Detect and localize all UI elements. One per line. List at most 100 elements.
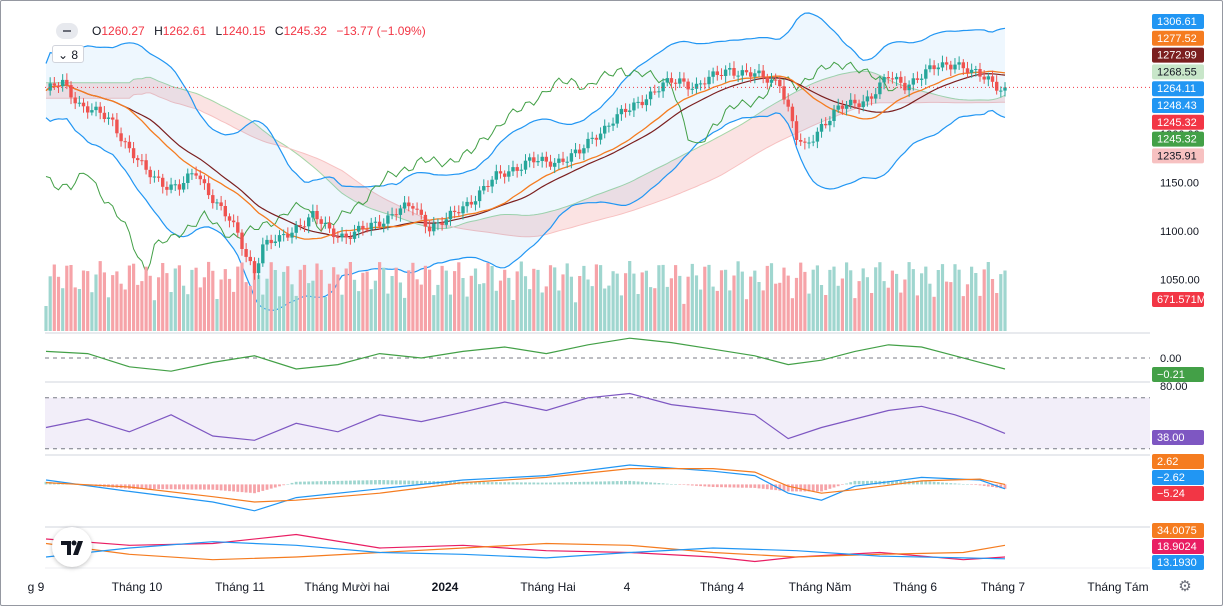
candle-body — [94, 106, 98, 111]
macd-histogram-bar — [936, 482, 940, 485]
macd-histogram-bar — [624, 481, 627, 485]
candle-body — [740, 70, 744, 76]
time-axis[interactable]: g 9 Tháng 10 Tháng 11 Tháng Mười hai 2024 Thá… — [28, 580, 1149, 594]
candle-body — [211, 195, 215, 204]
candle-body — [1003, 87, 1007, 91]
macd-histogram-bar — [732, 484, 736, 488]
candle-body — [790, 106, 795, 122]
volume-bar — [840, 278, 844, 331]
volume-bar — [244, 282, 248, 331]
macd-histogram-bar — [586, 481, 590, 485]
candle-body — [227, 216, 232, 221]
volume-bar — [365, 271, 369, 331]
volume-bar — [895, 273, 899, 331]
candle-body — [273, 241, 277, 243]
macd-histogram-bar — [657, 483, 661, 485]
volume-bar — [157, 277, 161, 331]
time-axis-label: Tháng 6 — [893, 580, 937, 594]
macd-histogram-bar — [1003, 484, 1007, 489]
price-label-tag-bg — [1152, 114, 1204, 130]
volume-bar — [123, 289, 127, 331]
macd-histogram-bar — [203, 484, 206, 490]
volume-bar — [336, 274, 340, 331]
minus-button[interactable] — [56, 23, 78, 39]
macd-histogram-bar — [186, 484, 190, 490]
volume-bar — [828, 269, 832, 331]
candle-body — [623, 108, 628, 112]
volume-bar — [544, 286, 548, 331]
volume-bar — [815, 265, 819, 331]
macd-histogram-bar — [365, 480, 369, 485]
volume-bar — [707, 264, 711, 331]
volume-bar — [669, 278, 673, 331]
macd-histogram-bar — [703, 484, 707, 487]
volume-bar — [573, 302, 578, 331]
candle-body — [236, 222, 240, 233]
volume-bar — [106, 297, 111, 331]
candle-body — [73, 97, 77, 104]
candle-body — [156, 176, 161, 178]
candle-body — [690, 88, 694, 90]
volume-bar — [765, 265, 769, 331]
candle-body — [611, 123, 615, 126]
candle-body — [177, 184, 182, 190]
volume-bar — [811, 269, 815, 331]
macd-histogram-bar — [736, 484, 740, 488]
candle-body — [252, 261, 257, 274]
volume-bar — [161, 263, 165, 331]
candle-body — [590, 137, 594, 139]
macd-histogram-bar — [148, 484, 152, 489]
volume-bar — [928, 283, 932, 331]
candle-body — [736, 75, 740, 77]
candle-body — [477, 190, 482, 202]
volume-bar — [632, 273, 636, 331]
candle-body — [569, 153, 574, 162]
volume-bar — [140, 281, 144, 331]
volume-bar — [236, 266, 240, 331]
volume-bar — [957, 269, 961, 331]
candle-body — [807, 142, 811, 144]
volume-bar — [315, 263, 319, 331]
candle-body — [799, 140, 803, 142]
volume-bar — [728, 290, 732, 331]
volume-bar — [694, 275, 699, 331]
dmi-label-tag-bg — [1152, 523, 1204, 538]
macd-histogram-bar — [665, 483, 669, 485]
macd-histogram-bar — [999, 484, 1003, 489]
dmi-label-tag: 13.1930 — [1157, 557, 1197, 569]
macd-histogram-bar — [603, 481, 607, 485]
candle-body — [186, 173, 190, 183]
candle-body — [86, 106, 90, 113]
candle-body — [803, 141, 807, 143]
volume-bar — [498, 280, 503, 331]
macd-histogram-bar — [499, 482, 502, 485]
macd-histogram-bar — [465, 481, 469, 485]
candle-body — [986, 76, 990, 80]
gear-icon[interactable]: ⚙ — [1178, 578, 1192, 595]
collapse-indicators-button[interactable]: ⌄ 8 — [52, 45, 84, 63]
candle-body — [694, 83, 699, 89]
price-label-tag: 1248.43 — [1157, 100, 1197, 112]
volume-bar — [603, 288, 607, 331]
macd-histogram-bar — [494, 482, 498, 485]
macd-histogram-bar — [194, 484, 198, 490]
tradingview-logo[interactable] — [52, 527, 92, 567]
candle-body — [206, 183, 211, 196]
candle-body — [198, 175, 202, 180]
volume-bar — [982, 269, 986, 331]
candle-body — [169, 184, 173, 190]
macd-histogram-bar — [845, 483, 848, 485]
price-axis[interactable]: 1200.001150.001100.001050.001306.611277.… — [1152, 14, 1206, 570]
macd-histogram-bar — [198, 484, 202, 490]
oscillator-axis-tick: 0.00 — [1160, 353, 1181, 365]
volume-bar — [486, 262, 490, 331]
macd-histogram-bar — [469, 481, 473, 485]
volume-bar — [169, 292, 173, 331]
candle-body — [365, 229, 369, 231]
volume-bar — [870, 293, 874, 331]
macd-histogram-bar — [519, 482, 523, 485]
macd-histogram-bar — [615, 481, 619, 485]
indicator-count: 8 — [71, 48, 79, 62]
price-label-tag-bg — [1152, 30, 1204, 46]
